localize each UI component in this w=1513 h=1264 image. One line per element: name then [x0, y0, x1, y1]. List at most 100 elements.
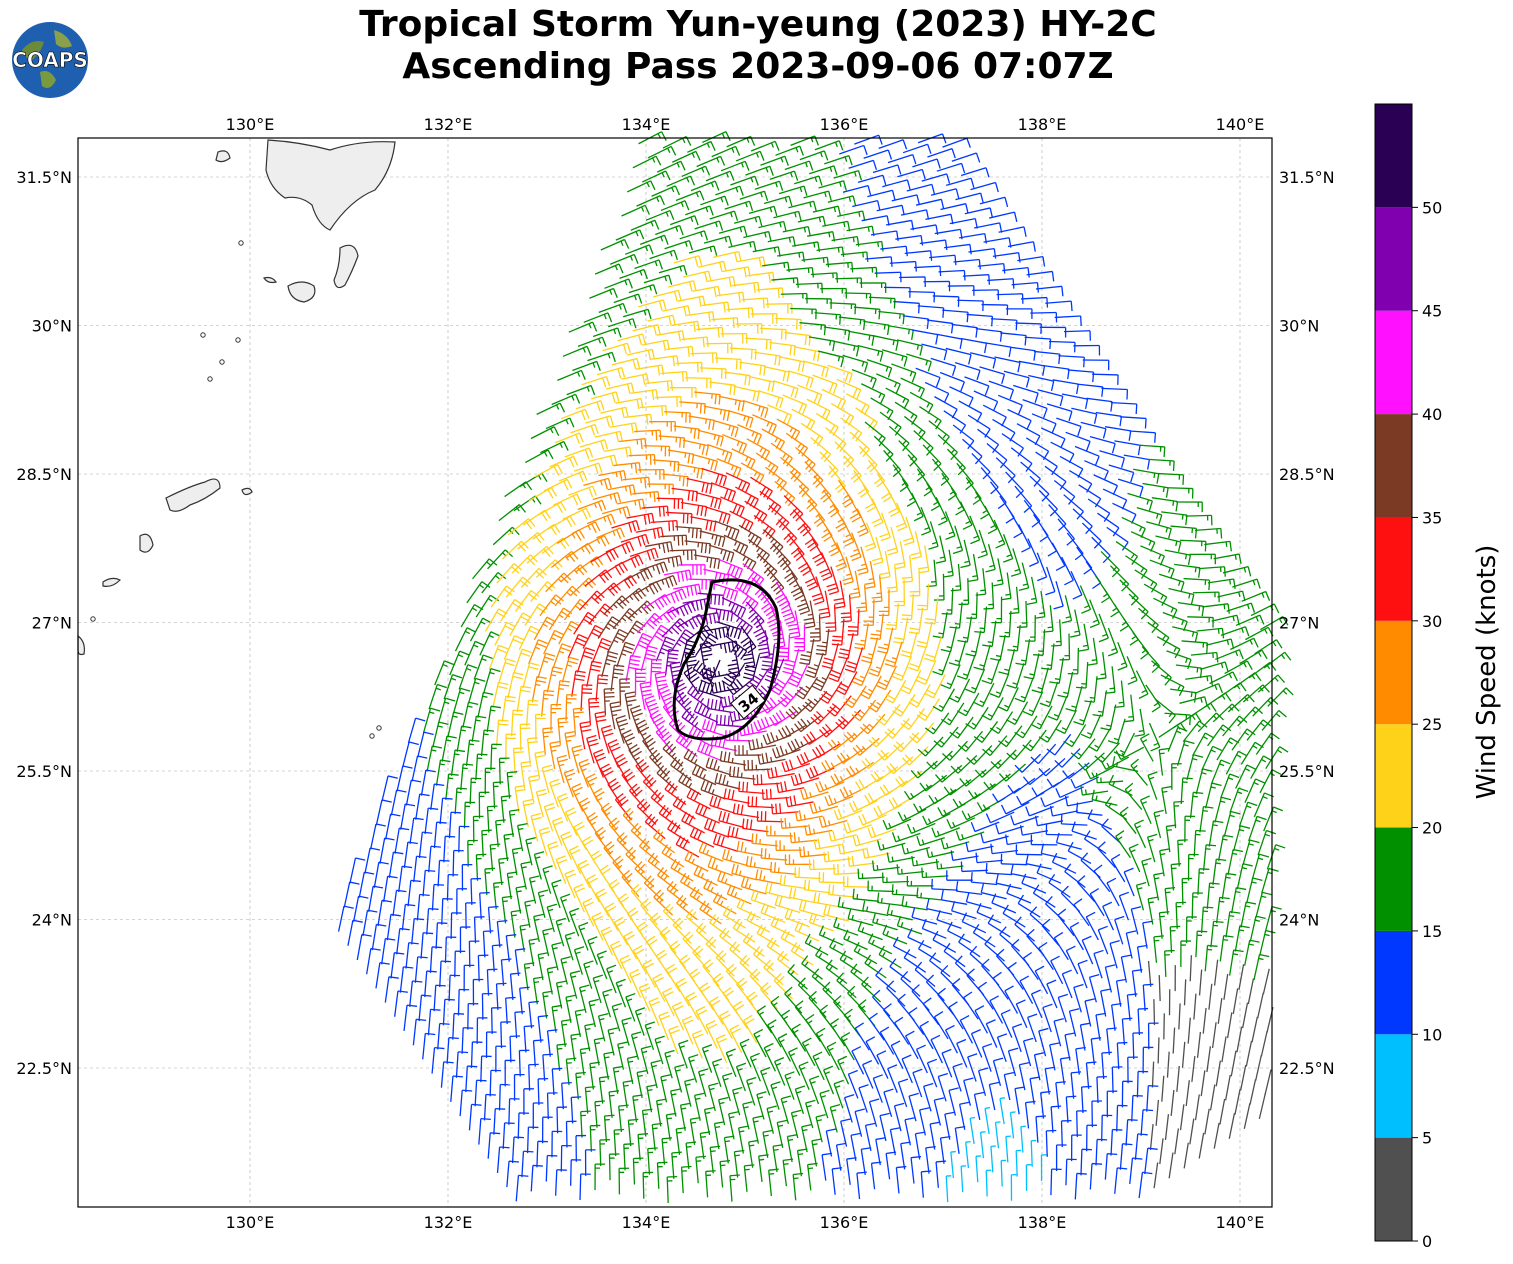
- wind-barb: [671, 1151, 682, 1179]
- wind-barb: [879, 411, 902, 436]
- wind-barb: [607, 1027, 619, 1056]
- wind-barb: [1052, 379, 1079, 395]
- wind-barb: [901, 478, 917, 507]
- wind-barb: [739, 361, 766, 376]
- wind-barb: [592, 974, 603, 1004]
- wind-barb: [649, 912, 668, 940]
- wind-barb: [760, 155, 789, 166]
- wind-barb: [932, 688, 956, 712]
- wind-barb: [532, 1039, 544, 1067]
- wind-barb: [640, 1045, 652, 1075]
- wind-barb: [1225, 911, 1240, 938]
- wind-barb: [579, 721, 592, 750]
- wind-barb: [1254, 639, 1283, 655]
- wind-barb: [375, 799, 392, 826]
- wind-barb: [731, 448, 756, 470]
- wind-barb: [753, 1028, 767, 1058]
- wind-barb: [1102, 901, 1114, 931]
- wind-barb: [528, 774, 540, 804]
- wind-barb: [365, 947, 381, 975]
- wind-barb: [1239, 1064, 1247, 1091]
- wind-barb: [707, 857, 733, 877]
- wind-barb: [660, 370, 688, 382]
- wind-barb: [917, 736, 944, 757]
- wind-barb: [652, 973, 666, 1002]
- wind-barb: [546, 666, 563, 693]
- wind-barbs: [337, 131, 1294, 1203]
- wind-barb: [1115, 830, 1131, 859]
- wind-barb: [1134, 708, 1146, 737]
- wind-barb: [528, 639, 548, 665]
- wind-barb: [690, 352, 718, 364]
- wind-barb: [643, 274, 673, 285]
- wind-barb: [442, 998, 455, 1026]
- wind-barb: [988, 1081, 1000, 1111]
- wind-barb: [867, 880, 894, 893]
- wind-barb: [1069, 921, 1084, 951]
- colorbar-tick-label: 30: [1422, 612, 1442, 631]
- wind-barb: [854, 134, 883, 145]
- wind-barb: [957, 299, 984, 312]
- wind-barb: [1011, 1023, 1023, 1053]
- wind-barb: [1219, 935, 1234, 962]
- wind-barb: [901, 844, 930, 855]
- wind-barb: [1084, 676, 1098, 703]
- wind-barb: [945, 177, 975, 189]
- wind-barb: [775, 317, 802, 330]
- wind-barb: [475, 853, 487, 881]
- wind-barb: [994, 1121, 1001, 1149]
- wind-barb: [626, 180, 656, 193]
- wind-barb: [695, 803, 720, 824]
- wind-barb: [983, 237, 1012, 248]
- wind-barb: [965, 630, 982, 657]
- wind-barb: [815, 1114, 826, 1143]
- wind-barb: [894, 579, 906, 607]
- wind-barb: [488, 644, 509, 670]
- wind-barb: [887, 325, 914, 340]
- wind-barb: [485, 1031, 497, 1059]
- wind-barb: [804, 933, 829, 956]
- wind-barb: [850, 1132, 861, 1161]
- wind-barb: [1053, 931, 1069, 961]
- wind-barb: [469, 617, 492, 642]
- wind-barb: [356, 933, 372, 961]
- wind-barb: [484, 867, 495, 896]
- wind-barb: [612, 855, 630, 883]
- wind-barb: [1179, 539, 1207, 552]
- wind-barb: [705, 1170, 716, 1198]
- wind-barb: [924, 674, 946, 699]
- lon-tick-label-bottom: 138°E: [1018, 1213, 1067, 1232]
- wind-barb: [698, 982, 715, 1011]
- wind-barb: [638, 299, 667, 311]
- wind-barb: [1043, 364, 1070, 380]
- wind-barb: [690, 180, 720, 192]
- wind-barb: [841, 518, 855, 547]
- wind-barb: [671, 1001, 685, 1031]
- wind-barb: [1209, 1084, 1216, 1111]
- wind-barb: [893, 300, 920, 314]
- wind-barb: [534, 750, 546, 779]
- wind-barb: [1249, 1079, 1257, 1105]
- wind-barb: [709, 210, 739, 221]
- wind-barb: [473, 916, 485, 944]
- wind-barb: [929, 1121, 941, 1150]
- wind-barb: [766, 766, 795, 779]
- wind-barb: [672, 150, 701, 163]
- wind-barb: [658, 804, 681, 830]
- wind-barb: [719, 750, 747, 766]
- wind-barb: [509, 972, 521, 1001]
- wind-barb: [481, 571, 507, 594]
- wind-barb: [1022, 399, 1048, 419]
- wind-barb: [579, 439, 609, 451]
- wind-barb: [878, 589, 890, 617]
- wind-barb: [343, 881, 360, 908]
- wind-barb: [901, 746, 929, 766]
- wind-barb: [1250, 603, 1280, 617]
- wind-barb: [965, 477, 982, 506]
- wind-barb: [1035, 285, 1064, 297]
- wind-barb: [1197, 868, 1210, 895]
- wind-barb: [639, 234, 669, 246]
- wind-barb: [1135, 881, 1147, 911]
- lat-tick-label-right: 31.5°N: [1279, 168, 1335, 187]
- wind-barb: [825, 261, 854, 273]
